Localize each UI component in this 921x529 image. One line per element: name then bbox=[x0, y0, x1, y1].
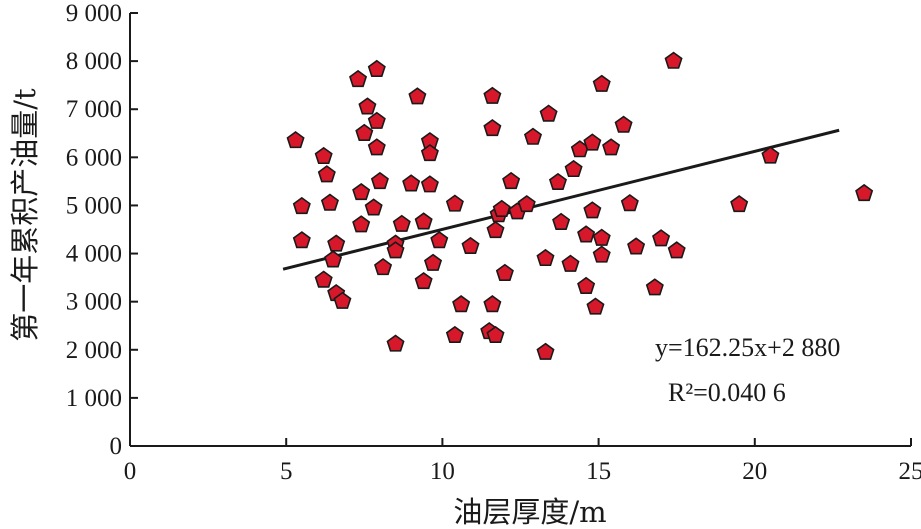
data-point bbox=[367, 111, 386, 129]
data-point bbox=[402, 174, 421, 192]
data-point bbox=[327, 234, 346, 252]
data-point bbox=[483, 86, 502, 104]
data-point bbox=[586, 297, 605, 315]
x-tick-label: 20 bbox=[742, 458, 767, 485]
data-point bbox=[652, 229, 671, 247]
data-point bbox=[445, 325, 464, 344]
data-point bbox=[552, 212, 571, 230]
data-point bbox=[486, 325, 505, 344]
trendline bbox=[282, 128, 840, 271]
data-point bbox=[492, 199, 511, 217]
y-tick-label: 2 000 bbox=[66, 337, 122, 364]
data-point bbox=[539, 104, 558, 122]
data-point bbox=[730, 194, 749, 213]
y-tick-label: 1 000 bbox=[66, 385, 122, 412]
data-point bbox=[577, 276, 596, 294]
r-squared-label: R²=0.040 6 bbox=[668, 378, 786, 407]
data-point bbox=[367, 59, 386, 77]
data-point bbox=[408, 87, 427, 105]
data-point bbox=[364, 198, 383, 216]
data-point bbox=[320, 193, 339, 211]
y-axis-title: 第一年累积产油量/t bbox=[8, 88, 42, 342]
data-point bbox=[614, 115, 633, 133]
data-point bbox=[314, 270, 333, 288]
data-point bbox=[667, 241, 686, 259]
x-tick-label: 15 bbox=[586, 458, 611, 485]
data-point bbox=[423, 253, 443, 271]
y-tick-label: 6 000 bbox=[66, 144, 122, 171]
data-point bbox=[420, 175, 439, 193]
data-point bbox=[620, 194, 639, 212]
data-point bbox=[286, 131, 305, 149]
data-point bbox=[333, 291, 352, 309]
data-point bbox=[414, 212, 433, 230]
data-point bbox=[414, 271, 433, 290]
data-point bbox=[536, 342, 555, 360]
data-point bbox=[664, 51, 683, 69]
data-point bbox=[561, 254, 580, 272]
data-point bbox=[564, 159, 583, 178]
data-point bbox=[645, 278, 664, 296]
data-point bbox=[577, 225, 596, 243]
data-point bbox=[352, 182, 371, 201]
data-point bbox=[386, 241, 405, 259]
data-point bbox=[592, 74, 611, 92]
data-point bbox=[314, 146, 333, 165]
data-point bbox=[536, 248, 555, 267]
y-tick-label: 9 000 bbox=[66, 0, 122, 27]
data-point bbox=[495, 263, 514, 281]
data-point bbox=[483, 118, 502, 137]
data-point bbox=[855, 183, 874, 202]
data-point bbox=[367, 138, 386, 156]
y-tick-label: 8 000 bbox=[66, 48, 122, 75]
data-point bbox=[592, 245, 611, 263]
data-point bbox=[352, 215, 371, 233]
data-point bbox=[627, 237, 646, 255]
data-point bbox=[483, 295, 502, 313]
labels-layer: 0 1 000 2 000 3 000 4 000 5 000 6 000 7 000 8 00… bbox=[8, 0, 921, 529]
trendline-equation: y=162.25x+2 880 bbox=[655, 333, 840, 362]
data-point bbox=[349, 69, 368, 88]
trendline-layer bbox=[282, 128, 840, 271]
data-point bbox=[292, 231, 311, 249]
data-point bbox=[548, 172, 568, 191]
y-tick-label: 4 000 bbox=[66, 241, 122, 268]
y-tick-label: 5 000 bbox=[66, 192, 122, 219]
data-point bbox=[324, 250, 343, 268]
data-point bbox=[602, 138, 621, 156]
data-point bbox=[486, 220, 505, 239]
data-point bbox=[355, 123, 374, 141]
axes bbox=[129, 12, 912, 447]
data-point bbox=[392, 214, 411, 232]
y-tick-label: 7 000 bbox=[66, 96, 122, 123]
data-point bbox=[761, 146, 780, 164]
data-point bbox=[523, 127, 543, 145]
data-point bbox=[374, 258, 393, 276]
x-tick-label: 5 bbox=[280, 458, 293, 485]
data-point bbox=[386, 334, 405, 352]
data-point bbox=[358, 97, 377, 115]
data-point bbox=[292, 196, 311, 215]
data-point bbox=[583, 133, 602, 151]
data-point bbox=[592, 228, 611, 246]
data-point bbox=[583, 201, 602, 219]
x-tick-label: 10 bbox=[430, 458, 455, 485]
data-point bbox=[452, 295, 471, 313]
y-tick-label: 3 000 bbox=[66, 289, 122, 316]
data-point bbox=[517, 194, 536, 213]
points-layer bbox=[286, 51, 874, 360]
y-tick-label: 0 bbox=[110, 433, 123, 460]
x-axis-title: 油层厚度/m bbox=[453, 495, 606, 529]
data-point bbox=[502, 171, 521, 190]
x-tick-label: 25 bbox=[899, 458, 921, 485]
data-point bbox=[420, 143, 439, 162]
data-point bbox=[430, 231, 449, 249]
data-point bbox=[317, 165, 336, 183]
x-tick-label: 0 bbox=[124, 458, 137, 485]
data-point bbox=[370, 171, 389, 190]
data-point bbox=[461, 236, 480, 255]
data-point bbox=[445, 194, 464, 212]
